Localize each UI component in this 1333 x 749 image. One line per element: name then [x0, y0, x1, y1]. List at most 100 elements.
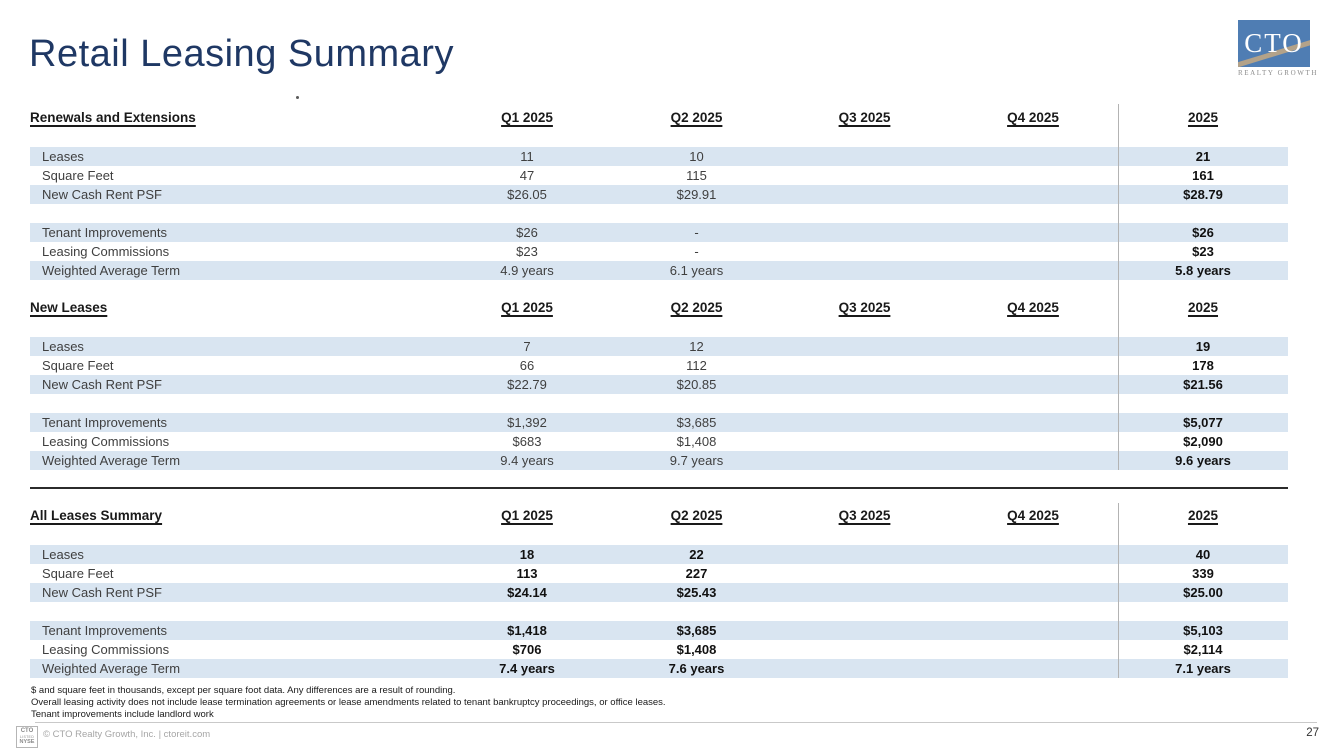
column-header: Q2 2025 — [670, 508, 723, 523]
column-header: Q1 2025 — [501, 508, 553, 523]
badge-cto: CTO — [20, 728, 34, 734]
leasing-tables: Renewals and Extensions Q1 2025 Q2 2025 Q3 … — [30, 104, 1288, 678]
section-body: Leases 18 22 40 Square Feet 113 227 339 New Cash… — [30, 545, 1288, 678]
column-header: Q2 2025 — [670, 300, 723, 315]
column-header: Q4 2025 — [1007, 110, 1059, 125]
cell-total-value: $5,103 — [1183, 623, 1223, 638]
column-header: Q4 2025 — [1007, 508, 1059, 523]
cell-value: - — [694, 244, 699, 259]
cell-total-value: 7.1 years — [1175, 661, 1231, 676]
column-header: Q3 2025 — [838, 110, 891, 125]
cell-value: 4.9 years — [500, 263, 554, 278]
cell-value — [948, 356, 1118, 375]
cell-value — [781, 223, 948, 242]
cell-value: 7.6 years — [668, 661, 725, 676]
page-title: Retail Leasing Summary — [29, 33, 454, 75]
table-row: New Cash Rent PSF $24.14 $25.43 $25.00 — [30, 583, 1288, 602]
row-label: Leasing Commissions — [42, 434, 170, 449]
cell-value — [781, 261, 948, 280]
table-row: Leasing Commissions $683 $1,408 $2,090 — [30, 432, 1288, 451]
cell-total-value: $25.00 — [1183, 585, 1223, 600]
table-row: Leasing Commissions $706 $1,408 $2,114 — [30, 640, 1288, 659]
table-row: Weighted Average Term 7.4 years 7.6 years 7… — [30, 659, 1288, 678]
badge-nyse: NYSE — [19, 739, 35, 745]
cell-value — [948, 185, 1118, 204]
cto-realty-logo: CTO REALTY GROWTH — [1238, 20, 1318, 77]
cell-total-value: 339 — [1192, 566, 1214, 581]
cell-value: 66 — [519, 358, 535, 373]
column-header: Q1 2025 — [501, 300, 553, 315]
cell-value: 9.4 years — [500, 453, 554, 468]
cell-total-value: $23 — [1192, 244, 1214, 259]
column-header: Q1 2025 — [501, 110, 553, 125]
cell-value — [948, 261, 1118, 280]
cell-total-value: $5,077 — [1183, 415, 1223, 430]
table-row: Leasing Commissions $23 - $23 — [30, 242, 1288, 261]
cell-value: $20.85 — [676, 377, 717, 392]
nyse-listed-badge: CTO LISTED NYSE — [16, 726, 38, 748]
cell-value: $26 — [516, 225, 538, 240]
column-header: Q3 2025 — [838, 508, 891, 523]
row-label: Leasing Commissions — [42, 244, 170, 259]
row-label: Tenant Improvements — [42, 623, 168, 638]
cell-value — [948, 545, 1118, 564]
cell-value — [948, 621, 1118, 640]
table-row: New Cash Rent PSF $26.05 $29.91 $28.79 — [30, 185, 1288, 204]
section-body: Leases 11 10 21 Square Feet 47 115 161 New Cash … — [30, 147, 1288, 280]
cell-value — [948, 659, 1118, 678]
footnote-line: $ and square feet in thousands, except p… — [31, 685, 456, 696]
cell-value — [781, 375, 948, 394]
cell-value: 11 — [520, 149, 534, 164]
cell-value: 6.1 years — [669, 263, 724, 278]
cell-value: 115 — [686, 168, 707, 183]
cell-value: 18 — [519, 547, 535, 562]
section-body: Leases 7 12 19 Square Feet 66 112 178 New Cash R… — [30, 337, 1288, 470]
table-row: Square Feet 47 115 161 — [30, 166, 1288, 185]
row-label: Weighted Average Term — [42, 661, 181, 676]
row-label: Leasing Commissions — [42, 642, 170, 657]
cell-value — [948, 147, 1118, 166]
total-column-separator-bottom — [1118, 503, 1119, 678]
cell-value: 7 — [523, 339, 531, 354]
logo-tagline: REALTY GROWTH — [1238, 69, 1318, 77]
table-row: Leases 7 12 19 — [30, 337, 1288, 356]
cell-total-value: 161 — [1192, 168, 1214, 183]
section-header-row: Renewals and Extensions Q1 2025 Q2 2025 Q3 … — [30, 104, 1288, 147]
cell-value: 9.7 years — [669, 453, 724, 468]
spacer-row — [30, 204, 1288, 223]
cell-value — [781, 356, 948, 375]
cell-value: 112 — [686, 358, 707, 373]
cell-value — [781, 147, 948, 166]
cell-total-value: 9.6 years — [1175, 453, 1231, 468]
cell-value: $1,392 — [507, 415, 547, 430]
copyright-text: © CTO Realty Growth, Inc. | ctoreit.com — [43, 729, 211, 740]
row-label: Weighted Average Term — [42, 453, 181, 468]
table-row: New Cash Rent PSF $22.79 $20.85 $21.56 — [30, 375, 1288, 394]
cell-value — [948, 413, 1118, 432]
cell-value: $706 — [512, 642, 542, 657]
table-row: Leases 18 22 40 — [30, 545, 1288, 564]
cell-value — [948, 242, 1118, 261]
table-row: Weighted Average Term 9.4 years 9.7 years 9… — [30, 451, 1288, 470]
cell-total-value: $2,090 — [1183, 434, 1223, 449]
cell-total-value: 5.8 years — [1175, 263, 1231, 278]
cell-total-value: 21 — [1195, 149, 1211, 164]
cell-value: $3,685 — [676, 623, 717, 638]
stray-period-dot — [296, 96, 299, 99]
cell-value: $3,685 — [676, 415, 717, 430]
badge-listed: LISTED — [19, 735, 35, 739]
cell-value — [781, 451, 948, 470]
cell-value — [781, 337, 948, 356]
cell-value — [948, 166, 1118, 185]
cell-value — [948, 564, 1118, 583]
cell-value — [948, 451, 1118, 470]
cell-total-value: 40 — [1195, 547, 1211, 562]
cell-value: $26.05 — [507, 187, 547, 202]
cell-total-value: $2,114 — [1183, 642, 1223, 657]
cell-value — [948, 640, 1118, 659]
cell-value: $1,418 — [507, 623, 547, 638]
footnote-line: Overall leasing activity does not includ… — [31, 697, 666, 708]
cell-value: 22 — [689, 547, 704, 562]
cell-value — [781, 166, 948, 185]
